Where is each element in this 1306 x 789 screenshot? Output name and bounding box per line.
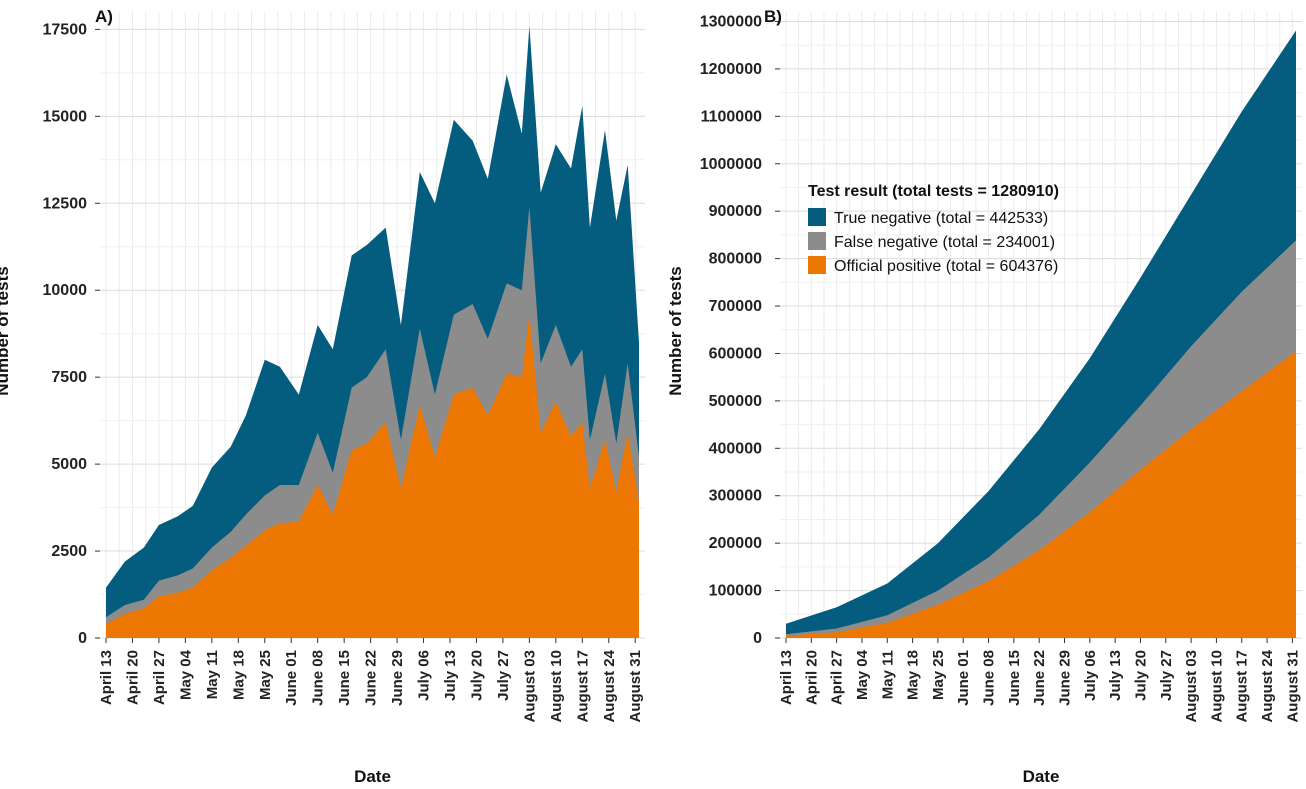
legend-swatch — [808, 256, 826, 274]
x-tick-label: May 18 — [230, 650, 247, 700]
y-tick-label: 15000 — [43, 108, 88, 125]
y-tick-label: 1000000 — [700, 156, 762, 173]
y-tick-label: 200000 — [709, 535, 762, 552]
y-tick-label: 0 — [78, 630, 87, 647]
panel-label: B) — [764, 7, 782, 26]
x-axis-title: Date — [354, 767, 391, 786]
y-tick-label: 500000 — [709, 393, 762, 410]
panel-label: A) — [95, 7, 113, 26]
legend-entry-label: False negative (total = 234001) — [834, 234, 1055, 251]
x-tick-label: June 22 — [363, 650, 380, 706]
legend-swatch — [808, 208, 826, 226]
legend: Test result (total tests = 1280910) True … — [808, 183, 1059, 275]
y-tick-label: 7500 — [51, 369, 87, 386]
x-tick-label: August 17 — [1234, 650, 1251, 723]
y-tick-label: 5000 — [51, 456, 87, 473]
x-tick-label: June 22 — [1031, 650, 1048, 706]
panel-b: 0 100000 200000 300000 400000 500000 600000 700… — [650, 0, 1306, 789]
y-tick-label: 900000 — [709, 203, 762, 220]
legend-title: Test result (total tests = 1280910) — [808, 183, 1059, 200]
x-tick-label: April 13 — [98, 650, 115, 705]
y-tick-label: 1100000 — [701, 108, 763, 125]
x-tick-label: August 10 — [1208, 650, 1225, 723]
x-tick-label: July 27 — [1158, 650, 1175, 701]
x-tick-label: May 04 — [854, 649, 871, 700]
chart-a-canvas: 0 2500 5000 7500 10000 12500 15000 17500 April 1… — [0, 7, 645, 786]
y-tick-label: 800000 — [709, 251, 762, 268]
legend-swatch — [808, 232, 826, 250]
x-tick-label: May 11 — [204, 650, 221, 699]
y-tick-label: 700000 — [709, 298, 762, 315]
x-tick-label: August 10 — [548, 650, 565, 723]
y-tick-label: 600000 — [709, 345, 762, 362]
x-tick-label: August 03 — [1183, 650, 1200, 723]
x-tick-label: May 25 — [257, 650, 274, 700]
panel-a: 0 2500 5000 7500 10000 12500 15000 17500 April 1… — [0, 0, 650, 789]
y-tick-label: 12500 — [43, 195, 88, 212]
y-axis-title: Number of tests — [666, 266, 685, 395]
x-tick-label: May 11 — [879, 650, 896, 699]
y-tick-label: 2500 — [51, 543, 87, 560]
x-tick-label: June 29 — [1057, 650, 1074, 706]
x-tick-label: July 13 — [1107, 650, 1124, 701]
x-tick-label: June 08 — [981, 650, 998, 706]
x-tick-label: June 15 — [1006, 650, 1023, 706]
x-tick-label: August 31 — [627, 650, 644, 723]
x-tick-label: April 20 — [124, 650, 141, 705]
x-tick-label: May 04 — [177, 649, 194, 700]
x-tick-label: August 03 — [521, 650, 538, 723]
y-tick-label: 100000 — [709, 583, 762, 600]
x-tick-label: August 17 — [574, 650, 591, 723]
y-tick-label: 10000 — [43, 282, 88, 299]
x-tick-label: April 27 — [829, 650, 846, 705]
x-tick-label: July 06 — [416, 650, 433, 701]
x-tick-label: July 27 — [495, 650, 512, 701]
x-tick-label: April 20 — [803, 650, 820, 705]
y-tick-label: 300000 — [709, 488, 762, 505]
x-tick-label: May 25 — [930, 650, 947, 700]
x-tick-label: August 24 — [1259, 649, 1276, 722]
x-axis-title: Date — [1023, 767, 1060, 786]
x-tick-label: June 01 — [283, 650, 300, 706]
x-tick-label: July 06 — [1082, 650, 1099, 701]
area-official-positive — [106, 314, 639, 638]
y-tick-label: 1300000 — [700, 13, 762, 30]
y-tick-label: 1200000 — [700, 61, 762, 78]
y-tick-label: 17500 — [43, 21, 88, 38]
legend-entry-label: Official positive (total = 604376) — [834, 258, 1058, 275]
x-tick-label: April 13 — [778, 650, 795, 705]
y-axis-title: Number of tests — [0, 266, 12, 395]
chart-b-canvas: 0 100000 200000 300000 400000 500000 600000 700… — [666, 7, 1302, 786]
x-tick-label: May 18 — [905, 650, 922, 700]
y-tick-label: 400000 — [709, 440, 762, 457]
x-tick-label: June 08 — [310, 650, 327, 706]
area-official-positive — [786, 351, 1296, 638]
x-tick-label: July 20 — [468, 650, 485, 701]
x-tick-label: June 01 — [955, 650, 972, 706]
x-tick-label: April 27 — [151, 650, 168, 705]
x-tick-label: July 13 — [442, 650, 459, 701]
legend-entry-label: True negative (total = 442533) — [834, 210, 1048, 227]
x-tick-label: August 24 — [601, 649, 618, 722]
x-tick-label: July 20 — [1132, 650, 1149, 701]
x-tick-label: June 15 — [336, 650, 353, 706]
x-tick-label: June 29 — [389, 650, 406, 706]
x-tick-label: August 31 — [1284, 650, 1301, 723]
y-tick-label: 0 — [753, 630, 762, 647]
